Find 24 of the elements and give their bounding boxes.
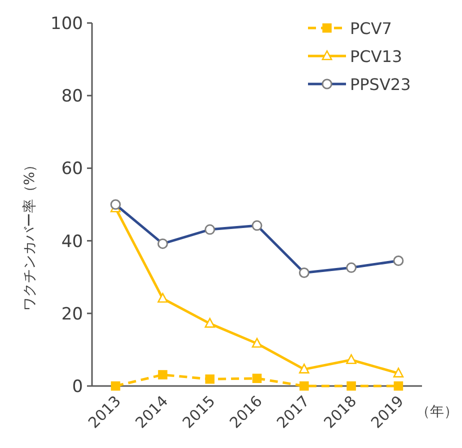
y-tick-label: 100 — [50, 14, 83, 34]
y-tick-label: 20 — [61, 304, 83, 324]
point — [205, 374, 215, 384]
y-tick-label: 80 — [61, 86, 83, 107]
point — [299, 381, 309, 391]
y-tick-label: 0 — [72, 377, 83, 397]
point — [393, 368, 404, 378]
point — [252, 374, 262, 384]
legend-label: PPSV23 — [350, 75, 411, 94]
point — [110, 381, 120, 391]
y-tick-label: 40 — [61, 232, 83, 252]
legend-label: PCV13 — [350, 47, 402, 66]
y-axis-title: ワクチンカバー率（%） — [22, 158, 38, 312]
y-tick-label: 60 — [61, 159, 83, 180]
point — [158, 370, 168, 380]
x-axis-title: （年） — [416, 404, 458, 420]
point — [346, 354, 356, 364]
point — [252, 338, 262, 348]
point — [298, 364, 310, 374]
point — [346, 381, 356, 391]
point — [394, 381, 404, 391]
legend-label: PCV7 — [350, 19, 392, 38]
point — [158, 292, 168, 303]
point — [204, 318, 216, 328]
